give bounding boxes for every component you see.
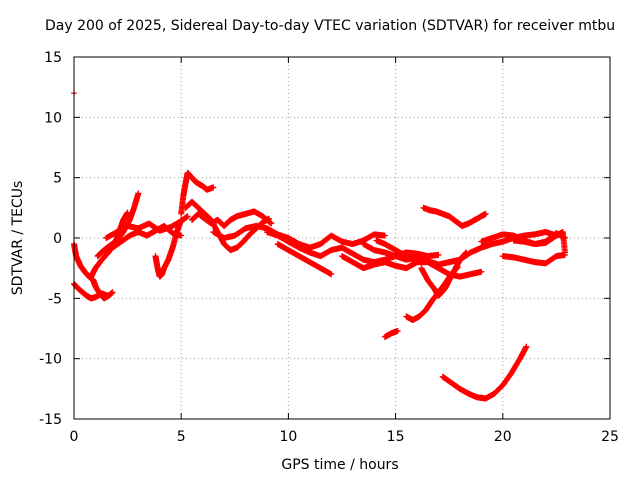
series-arc-7: [152, 216, 185, 280]
x-tick-label: 5: [177, 429, 186, 445]
x-tick-label: 0: [70, 429, 79, 445]
series-arc-22: [420, 204, 489, 229]
x-axis-label: GPS time / hours: [281, 457, 399, 473]
series-arc-19: [373, 237, 485, 280]
series-arc-14: [274, 241, 335, 278]
series-arc-2: [71, 280, 116, 302]
data-point: [135, 190, 142, 197]
series-arc-8: [178, 169, 200, 217]
y-axis-label: SDTVAR / TECUs: [10, 180, 26, 296]
series-arc-6: [103, 213, 191, 241]
data-point: [109, 289, 116, 296]
series-arc-24: [499, 251, 568, 267]
series-arc-5: [109, 222, 185, 251]
y-tick-label: 15: [44, 50, 62, 66]
series-arc-11: [188, 208, 275, 229]
chart-series: [71, 90, 568, 402]
x-tick-label: 10: [279, 429, 297, 445]
chart-gridlines: [74, 57, 610, 419]
data-point: [435, 251, 442, 258]
data-point: [478, 268, 485, 275]
y-tick-label: -10: [39, 352, 62, 368]
chart-ticks: 0 5 10 15 20 25 -15 -10 -5 0 5 10 15: [39, 50, 619, 445]
y-tick-label: 10: [44, 110, 62, 126]
data-point: [561, 249, 568, 256]
y-tick-label: -15: [39, 412, 62, 428]
series-arc-21: [446, 228, 560, 266]
series-arc-25: [510, 228, 568, 256]
data-point: [268, 220, 275, 227]
x-tick-label: 15: [387, 429, 405, 445]
series-arc-26: [439, 343, 530, 402]
data-point: [178, 232, 185, 239]
x-tick-label: 20: [494, 429, 512, 445]
y-tick-label: 0: [53, 231, 62, 247]
data-point: [394, 327, 401, 334]
chart-title: Day 200 of 2025, Sidereal Day-to-day VTE…: [45, 18, 616, 34]
series-arc-17: [381, 327, 401, 340]
data-point: [184, 213, 191, 220]
data-point: [328, 271, 335, 278]
x-tick-label: 25: [601, 429, 619, 445]
data-point: [381, 232, 388, 239]
data-point: [523, 343, 530, 350]
y-tick-label: 5: [53, 171, 62, 187]
data-point: [178, 216, 185, 223]
data-point: [482, 210, 489, 217]
y-tick-label: -5: [48, 291, 62, 307]
data-point: [210, 184, 217, 191]
series-arc-9: [191, 177, 217, 193]
